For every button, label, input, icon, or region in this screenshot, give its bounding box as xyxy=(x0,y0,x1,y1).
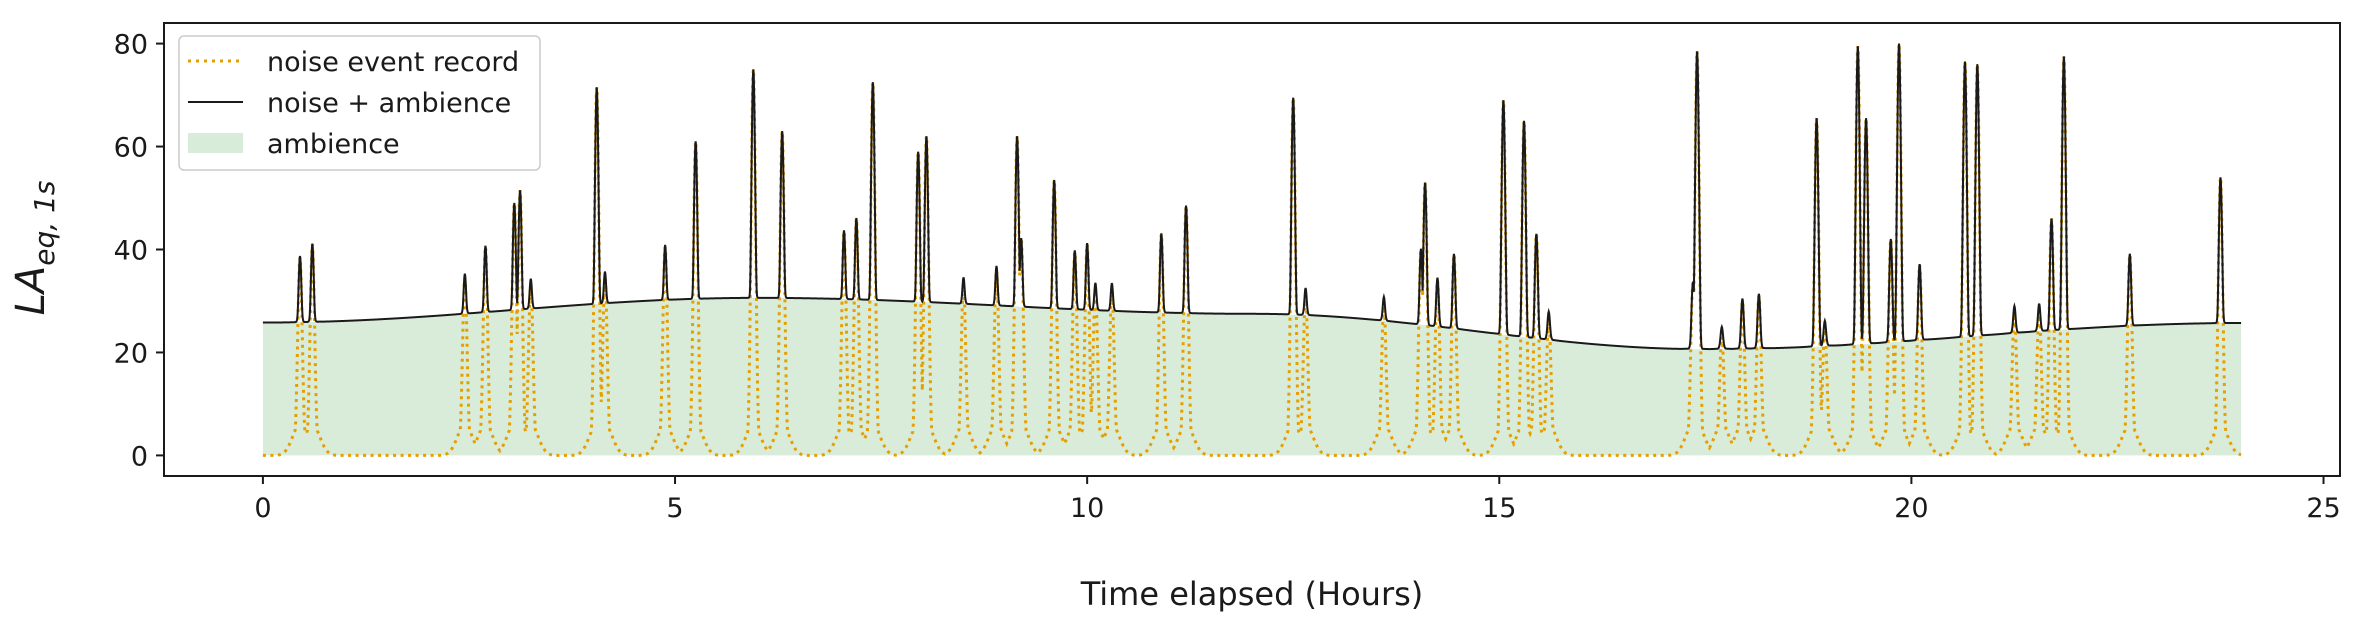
legend-label-noise-ambience: noise + ambience xyxy=(267,88,511,119)
y-axis-ticks: 0 20 40 60 80 xyxy=(114,30,164,472)
legend: noise event record noise + ambience ambi… xyxy=(178,35,541,171)
y-axis-label-main: LA xyxy=(8,266,54,316)
y-tick-label: 80 xyxy=(114,30,148,61)
series-noise-event-line xyxy=(262,43,2242,457)
series-noise-ambience-line xyxy=(262,43,2242,351)
y-axis-label: LAeq, 1s xyxy=(8,181,61,316)
y-tick-label: 20 xyxy=(114,338,148,369)
x-axis-label: Time elapsed (Hours) xyxy=(1080,575,1424,613)
x-tick-label: 0 xyxy=(254,493,271,524)
y-tick-label: 60 xyxy=(114,133,148,164)
legend-label-noise-event: noise event record xyxy=(267,47,519,78)
y-axis-label-sub: eq, 1s xyxy=(28,181,61,266)
x-tick-label: 10 xyxy=(1070,493,1104,524)
x-tick-label: 5 xyxy=(666,493,683,524)
legend-label-ambience: ambience xyxy=(267,129,400,160)
y-tick-label: 40 xyxy=(114,236,148,267)
y-tick-label: 0 xyxy=(131,441,148,472)
x-axis-ticks: 0 5 10 15 20 25 xyxy=(254,476,2341,524)
plot-area xyxy=(262,43,2242,457)
x-tick-label: 15 xyxy=(1482,493,1516,524)
x-tick-label: 20 xyxy=(1894,493,1928,524)
legend-swatch-ambience xyxy=(188,133,243,153)
x-tick-label: 25 xyxy=(2306,493,2340,524)
legend-box xyxy=(178,35,541,171)
